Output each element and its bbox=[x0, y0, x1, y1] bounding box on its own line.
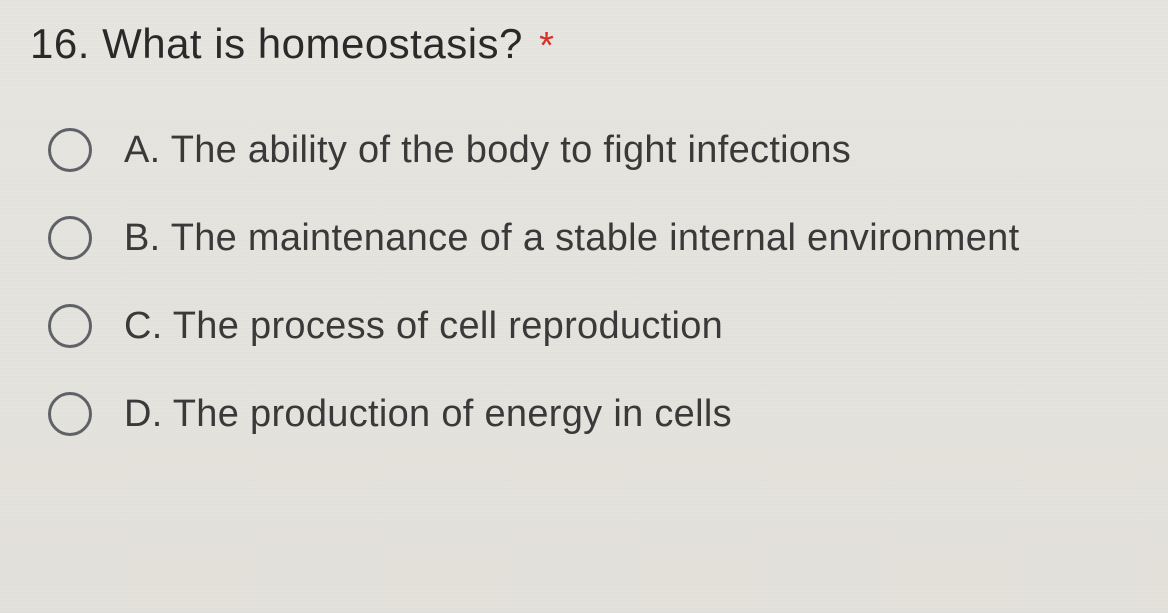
question-number: 16. bbox=[30, 20, 90, 67]
option-c-text: The process of cell reproduction bbox=[173, 305, 723, 347]
option-a-letter: A. bbox=[124, 129, 161, 171]
question-header: 16. What is homeostasis? * bbox=[30, 20, 1138, 68]
option-a[interactable]: A. The ability of the body to fight infe… bbox=[48, 128, 1138, 172]
option-c-letter: C. bbox=[124, 305, 163, 347]
option-b-letter: B. bbox=[124, 217, 161, 259]
option-b-text: The maintenance of a stable internal env… bbox=[171, 217, 1020, 259]
option-b[interactable]: B. The maintenance of a stable internal … bbox=[48, 216, 1138, 260]
radio-button-b[interactable] bbox=[48, 216, 92, 260]
radio-button-c[interactable] bbox=[48, 304, 92, 348]
option-d-label: D. The production of energy in cells bbox=[124, 393, 732, 436]
question-text: What is homeostasis? bbox=[102, 20, 523, 67]
option-d-text: The production of energy in cells bbox=[173, 393, 732, 435]
radio-button-d[interactable] bbox=[48, 392, 92, 436]
option-c[interactable]: C. The process of cell reproduction bbox=[48, 304, 1138, 348]
option-a-text: The ability of the body to fight infecti… bbox=[171, 129, 851, 171]
option-a-label: A. The ability of the body to fight infe… bbox=[124, 129, 851, 172]
options-container: A. The ability of the body to fight infe… bbox=[30, 128, 1138, 436]
required-asterisk: * bbox=[539, 25, 554, 67]
option-d-letter: D. bbox=[124, 393, 163, 435]
radio-button-a[interactable] bbox=[48, 128, 92, 172]
option-d[interactable]: D. The production of energy in cells bbox=[48, 392, 1138, 436]
option-c-label: C. The process of cell reproduction bbox=[124, 305, 723, 348]
option-b-label: B. The maintenance of a stable internal … bbox=[124, 217, 1019, 260]
